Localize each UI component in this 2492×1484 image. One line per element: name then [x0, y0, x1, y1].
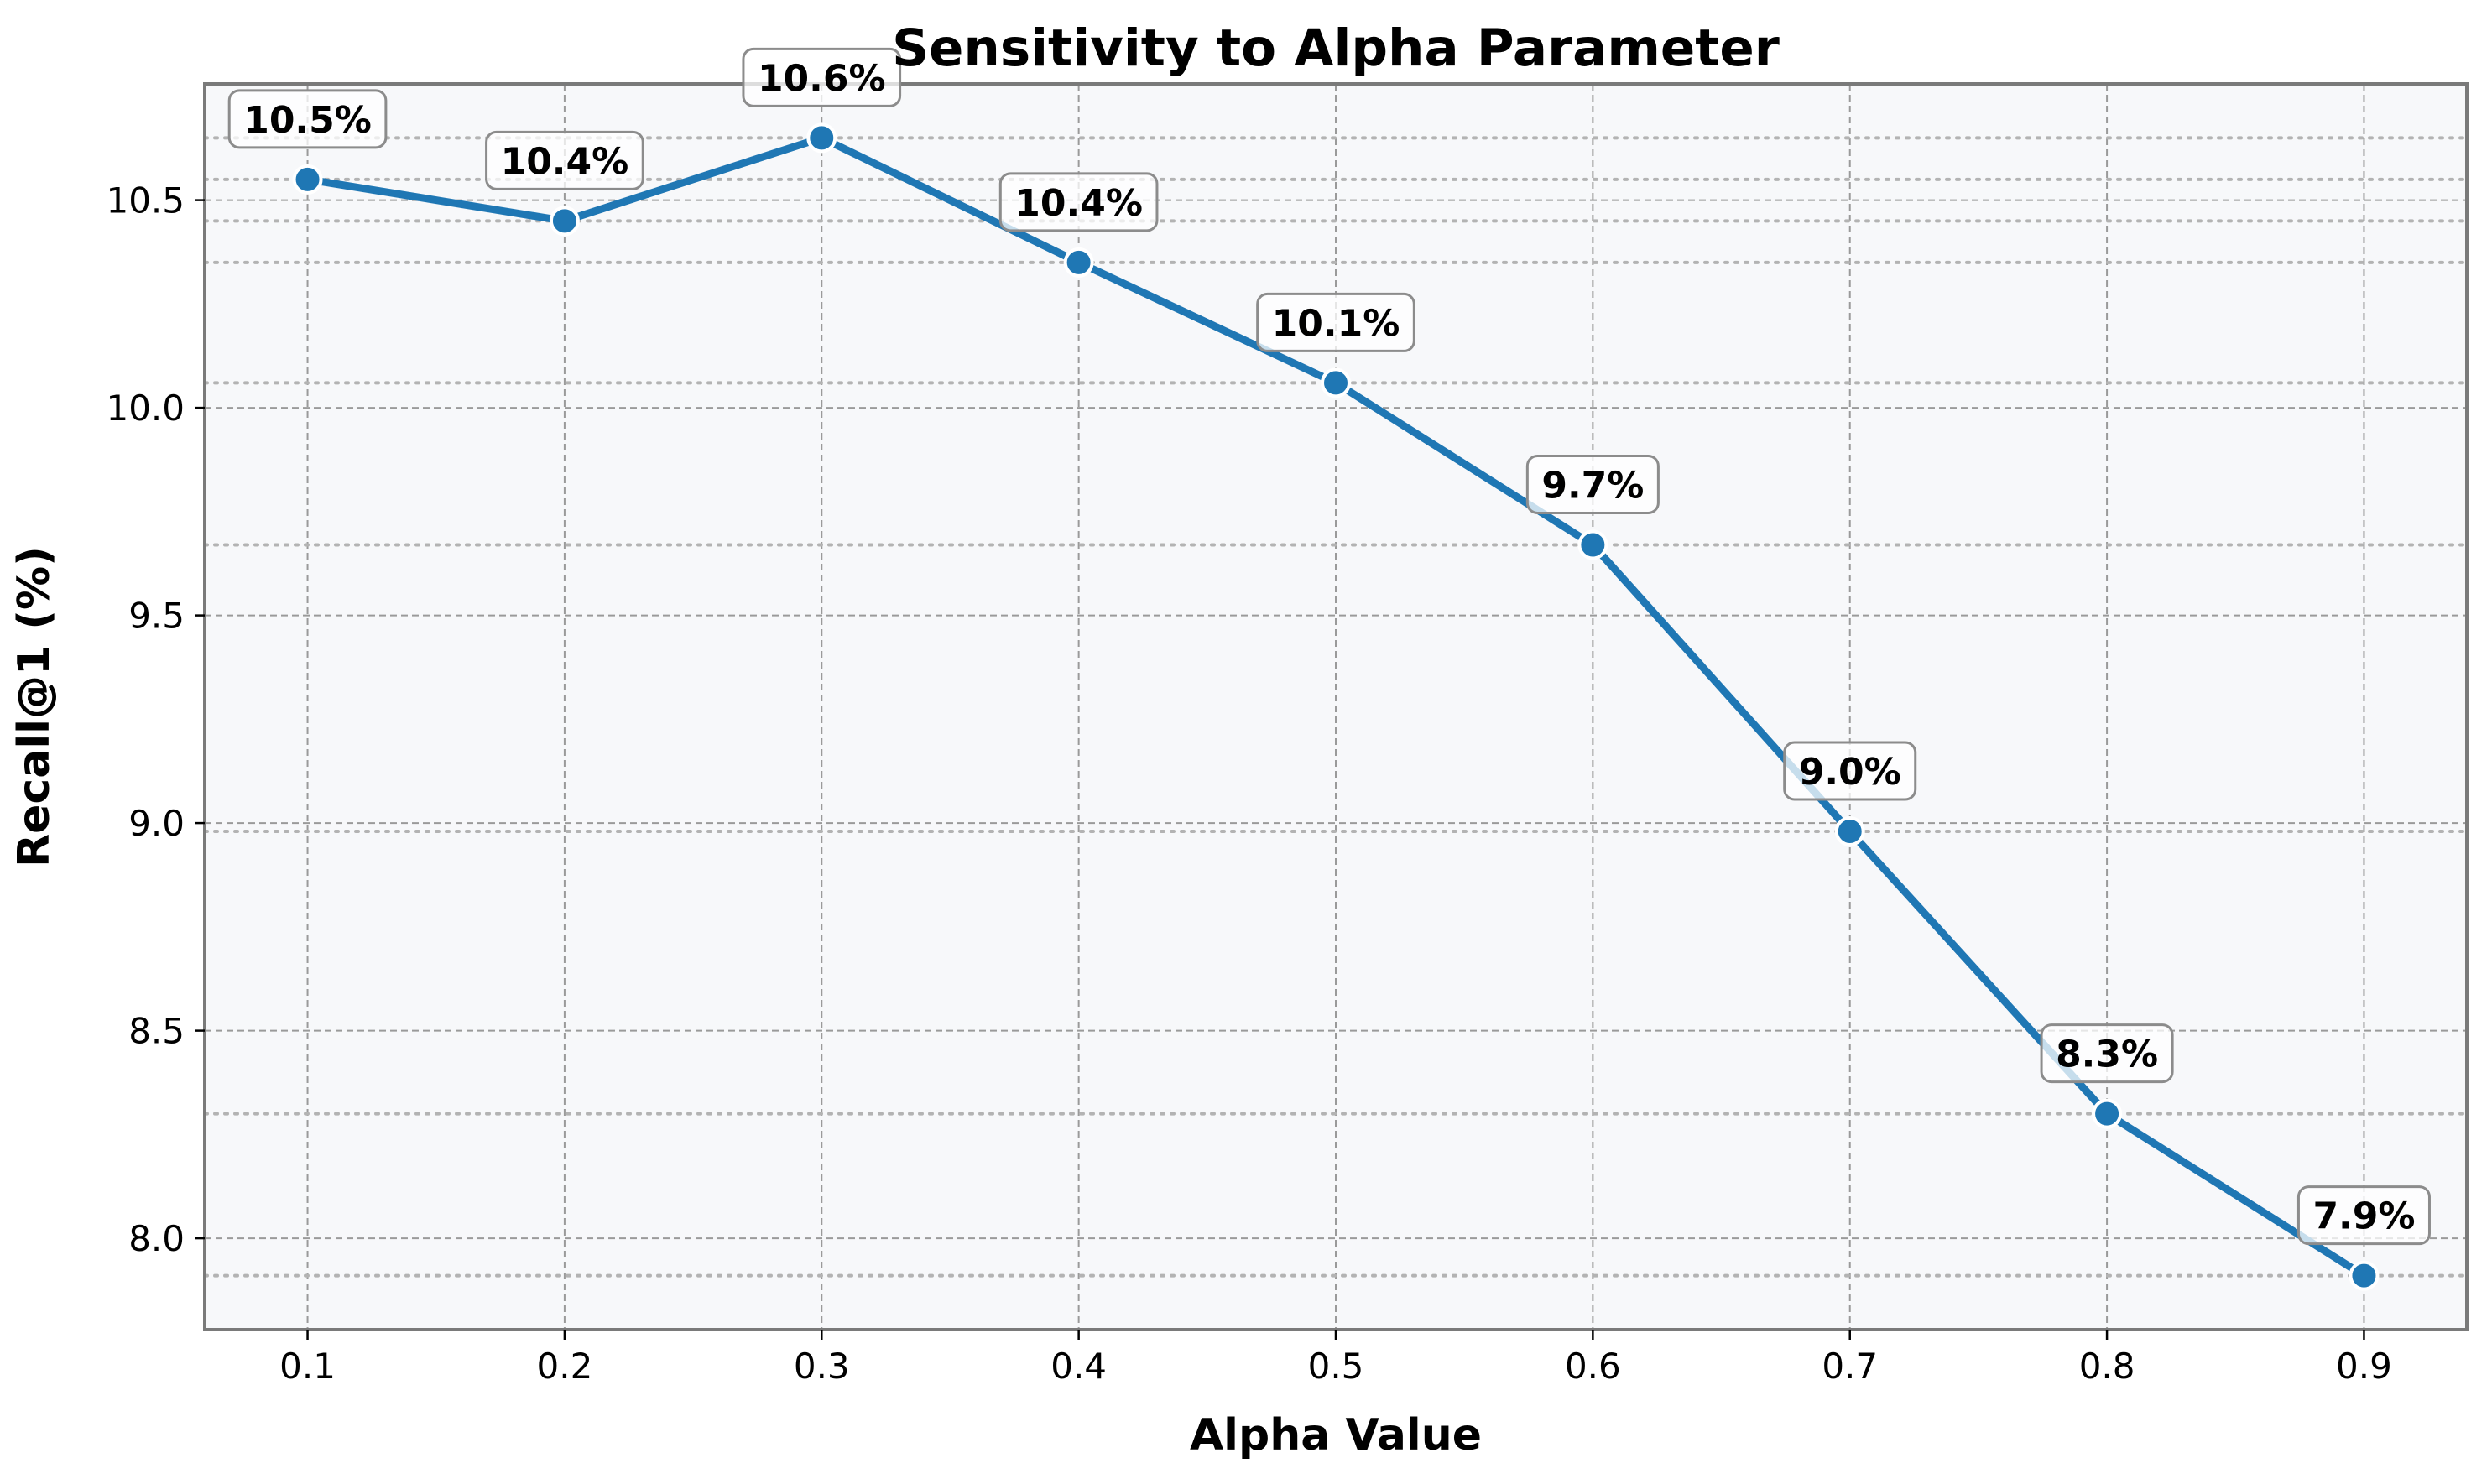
- data-label-box: [1256, 292, 1415, 352]
- data-point: [806, 122, 837, 154]
- data-label-text: 10.4%: [1014, 182, 1143, 225]
- x-tick-label: 0.8: [2079, 1346, 2135, 1387]
- x-tick-label: 0.7: [1822, 1346, 1878, 1387]
- data-point: [1577, 529, 1608, 560]
- grid: [205, 84, 2467, 1330]
- data-label-box: [2296, 1185, 2431, 1246]
- y-tick-label: 8.5: [128, 1011, 185, 1052]
- x-tick-label: 0.5: [1308, 1346, 1364, 1387]
- data-label: 9.0%: [1783, 741, 1917, 801]
- data-label-layer: 10.5% 10.4% 10.6% 10.4% 10.1% 9.7% 9.0% 8.3% 7.9…: [227, 47, 2431, 1246]
- x-axis-label: Alpha Value: [1190, 1410, 1482, 1461]
- data-label: 10.4%: [485, 130, 644, 190]
- x-tick-label: 0.4: [1050, 1346, 1107, 1387]
- data-label: 7.9%: [2296, 1185, 2431, 1246]
- y-axis-ticks: 8.0 8.5 9.0 9.5 10.0 10.5: [106, 180, 205, 1259]
- data-label-text: 8.3%: [2056, 1034, 2158, 1076]
- x-tick-label: 0.3: [794, 1346, 850, 1387]
- data-point: [2349, 1260, 2380, 1291]
- data-point: [1321, 367, 1351, 398]
- x-tick-label: 0.6: [1565, 1346, 1621, 1387]
- data-label-box: [1783, 741, 1917, 801]
- data-label: 10.4%: [998, 172, 1159, 232]
- chart-title: Sensitivity to Alpha Parameter: [892, 18, 1780, 78]
- data-label-text: 10.4%: [501, 140, 629, 183]
- data-label-box: [742, 47, 902, 107]
- data-label-text: 10.1%: [1272, 302, 1400, 345]
- data-label-text: 9.0%: [1799, 751, 1901, 794]
- data-point: [1063, 247, 1094, 278]
- data-label-text: 10.6%: [758, 57, 886, 100]
- y-tick-label: 10.5: [106, 180, 185, 221]
- data-point: [549, 206, 580, 237]
- series-layer: [292, 122, 2380, 1291]
- x-axis-ticks: 0.1 0.2 0.3 0.4 0.5 0.6 0.7 0.8 0.9: [279, 1330, 2392, 1387]
- data-label-box: [2040, 1023, 2174, 1084]
- data-label-text: 7.9%: [2312, 1195, 2415, 1238]
- y-tick-label: 10.0: [106, 388, 185, 429]
- data-label-box: [998, 172, 1159, 232]
- y-axis-label: Recall@1 (%): [9, 546, 60, 867]
- data-label: 9.7%: [1525, 454, 1660, 514]
- data-label-text: 9.7%: [1541, 464, 1644, 507]
- x-tick-label: 0.1: [279, 1346, 336, 1387]
- data-label-box: [1525, 454, 1660, 514]
- data-label: 10.5%: [227, 89, 388, 149]
- x-tick-label: 0.9: [2336, 1346, 2392, 1387]
- reference-lines: [203, 136, 2469, 1278]
- y-tick-label: 9.5: [128, 596, 185, 637]
- y-tick-label: 9.0: [128, 803, 185, 844]
- data-label-box: [227, 89, 388, 149]
- data-label: 10.6%: [742, 47, 902, 107]
- y-tick-label: 8.0: [128, 1218, 185, 1259]
- data-label: 8.3%: [2040, 1023, 2174, 1084]
- data-point: [292, 164, 323, 195]
- data-point: [1834, 816, 1865, 846]
- data-label: 10.1%: [1256, 292, 1415, 352]
- data-label-box: [485, 130, 644, 190]
- data-label-text: 10.5%: [243, 99, 372, 142]
- data-point: [2092, 1098, 2123, 1129]
- x-tick-label: 0.2: [537, 1346, 593, 1387]
